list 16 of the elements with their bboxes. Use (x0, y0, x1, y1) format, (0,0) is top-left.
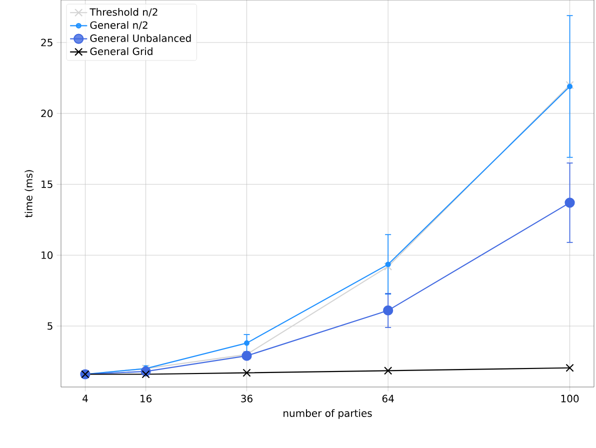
legend-label: General Unbalanced (90, 34, 191, 42)
x-tick-label: 4 (82, 394, 88, 402)
y-axis-title: time (ms) (24, 170, 34, 218)
y-tick-label: 20 (41, 110, 53, 118)
y-tick-label: 15 (42, 180, 52, 188)
legend-label: Threshold n/2 (90, 8, 158, 17)
legend-label: General Grid (90, 47, 152, 56)
y-tick-label: 25 (41, 38, 52, 46)
x-tick-label: 36 (241, 394, 252, 402)
x-tick-label: 64 (382, 394, 394, 402)
legend-label: General n/2 (90, 21, 148, 30)
y-tick-label: 5 (48, 322, 52, 330)
x-tick-label: 100 (561, 394, 579, 402)
x-tick-label: 16 (140, 394, 152, 402)
y-tick-label: 10 (42, 251, 53, 259)
x-axis-title: number of parties (284, 409, 372, 419)
